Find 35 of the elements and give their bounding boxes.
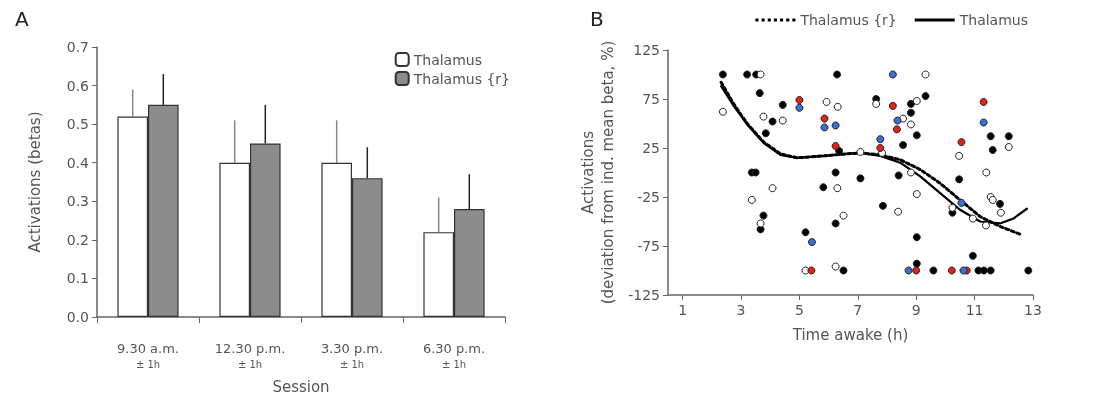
y-tick-label: 125 bbox=[633, 42, 660, 58]
x-axis-title: Session bbox=[272, 377, 330, 396]
y-tick-label: -125 bbox=[628, 287, 660, 303]
y-tick-label: 0.5 bbox=[66, 116, 89, 133]
y-tick-label: 25 bbox=[642, 140, 660, 156]
x-tick-label: 11 bbox=[965, 302, 984, 318]
x-tick-label: 12.30 p.m. ± 1h bbox=[214, 340, 286, 370]
chart-title: A bbox=[15, 7, 29, 31]
x-tick-label: 3 bbox=[736, 302, 746, 318]
x-tick-label: 5 bbox=[794, 302, 804, 318]
x-tick-label: 3.30 p.m. ± 1h bbox=[320, 340, 384, 370]
y-tick-label: 0.2 bbox=[66, 231, 89, 248]
x-tick-label: 9 bbox=[911, 302, 921, 318]
y-tick-label: 0.1 bbox=[66, 270, 89, 287]
y-axis-title: Activations (betas) bbox=[26, 111, 44, 253]
x-tick-label: 13 bbox=[1024, 302, 1042, 318]
x-tick-label: 7 bbox=[853, 302, 863, 318]
legend-label: Thalamus {r} bbox=[799, 12, 897, 28]
y-tick-label: -25 bbox=[637, 189, 660, 205]
y-axis-title: Activations (deviation from ind. mean beta, %) bbox=[579, 40, 617, 305]
x-tick-label: 9.30 a.m. ± 1h bbox=[117, 340, 179, 370]
y-tick-label: 0.7 bbox=[66, 39, 89, 55]
y-tick-label: 0.4 bbox=[66, 154, 90, 171]
x-tick-label: 6.30 p.m. ± 1h bbox=[422, 340, 486, 370]
x-tick-label: 1 bbox=[678, 302, 688, 318]
x-axis-title: Time awake (h) bbox=[791, 326, 909, 344]
y-tick-label: 0.3 bbox=[66, 193, 89, 210]
y-tick-label: -75 bbox=[637, 238, 660, 254]
chart-title: B bbox=[590, 7, 604, 31]
legend-label: Thalamus {r} bbox=[412, 70, 511, 87]
y-tick-label: 0.6 bbox=[66, 77, 90, 94]
legend-label: Thalamus bbox=[412, 51, 482, 68]
y-tick-label: 0.0 bbox=[66, 309, 89, 325]
legend-label: Thalamus bbox=[958, 12, 1028, 28]
y-tick-label: 75 bbox=[642, 91, 660, 107]
